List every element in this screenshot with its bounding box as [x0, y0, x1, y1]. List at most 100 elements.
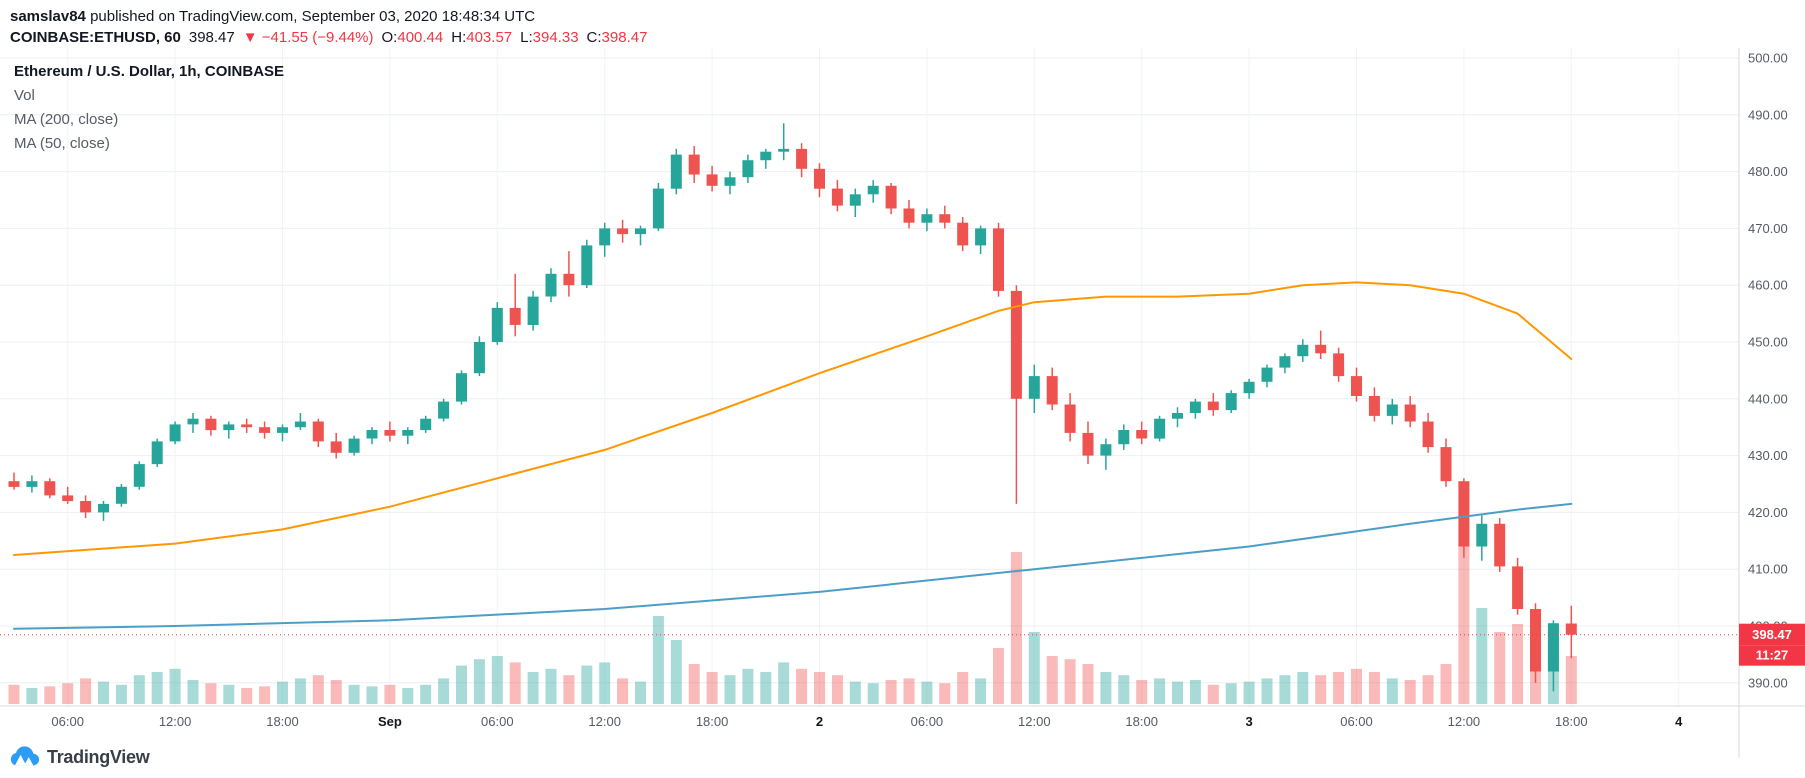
candle-body: [1386, 404, 1398, 416]
volume-bar: [241, 688, 253, 704]
candle-body: [599, 228, 611, 246]
volume-bar: [402, 688, 414, 704]
candle-body: [26, 481, 38, 487]
volume-bar: [617, 678, 629, 704]
candle-body: [1494, 523, 1506, 567]
ohlc-low-value: 394.33: [532, 29, 579, 46]
volume-bar: [867, 683, 879, 704]
volume-bar: [742, 668, 754, 704]
time-tick-label: 12:00: [588, 714, 621, 729]
time-tick-label: 4: [1675, 714, 1683, 729]
candle-body: [1368, 396, 1380, 416]
time-tick-label: 06:00: [1340, 714, 1373, 729]
volume-bar: [975, 678, 987, 704]
volume-bar: [1207, 684, 1219, 704]
candle-body: [867, 185, 879, 195]
volume-bar: [545, 668, 557, 704]
volume-bar: [98, 681, 109, 704]
candle-body: [1279, 356, 1291, 368]
candle-body: [420, 418, 432, 431]
ohlc-high-label: H:: [451, 29, 467, 46]
volume-bar: [1189, 680, 1201, 704]
volume-bar: [491, 656, 503, 704]
volume-bar: [1225, 683, 1237, 704]
candle-body: [831, 188, 843, 206]
candle-body: [187, 418, 199, 425]
volume-bar: [348, 684, 360, 704]
volume-bar: [384, 684, 396, 704]
candle-body: [384, 430, 396, 436]
volume-bar: [169, 668, 181, 704]
volume-bar: [527, 672, 539, 704]
price-tick-label: 470.00: [1748, 221, 1788, 236]
candle-body: [205, 418, 217, 431]
volume-bar: [778, 662, 790, 704]
price-tick-label: 440.00: [1748, 391, 1788, 406]
volume-bar: [1440, 664, 1452, 704]
candle-body: [151, 441, 163, 465]
volume-bar: [1368, 672, 1380, 704]
volume-bar: [814, 672, 825, 704]
volume-bar: [1297, 672, 1309, 704]
volume-bar: [581, 665, 593, 704]
tradingview-logo[interactable]: TradingView: [10, 744, 150, 770]
candle-body: [1136, 430, 1148, 439]
time-tick-label: 12:00: [1018, 714, 1051, 729]
candle-body: [312, 421, 324, 442]
legend-vol: Vol: [14, 87, 35, 104]
volume-bar: [706, 672, 718, 704]
time-axis[interactable]: 06:00 12:00 18:00 Sep 06:00 12:00 18:00 2 06:00 1…: [0, 705, 1805, 729]
candle-body: [1010, 290, 1022, 399]
candle-body: [259, 427, 271, 433]
volume-bar: [993, 648, 1004, 704]
candle-body: [1154, 418, 1166, 439]
candle-body: [993, 228, 1004, 291]
candle-body: [1064, 404, 1076, 433]
volume-bar: [688, 664, 700, 704]
candle-body: [169, 424, 181, 442]
candle-body: [1082, 432, 1094, 456]
candlestick-chart[interactable]: 500.00 490.00 480.00 470.00 460.00 450.00 440.…: [0, 48, 1805, 758]
candle-body: [1404, 404, 1416, 422]
volume-bar: [366, 686, 378, 704]
volume-bar: [294, 678, 306, 704]
volume-bar: [456, 665, 467, 704]
volume-bar: [115, 684, 127, 704]
volume-bar: [26, 688, 38, 704]
candle-body: [1565, 623, 1577, 635]
candle-body: [527, 296, 539, 325]
candle-body: [1315, 344, 1327, 354]
volume-bar: [1565, 656, 1577, 704]
volume-bar: [1494, 632, 1506, 704]
symbol-interval: COINBASE:ETHUSD, 60: [10, 29, 181, 46]
time-tick-label: 06:00: [911, 714, 944, 729]
price-tick-label: 430.00: [1748, 448, 1788, 463]
time-tick-label: 18:00: [266, 714, 299, 729]
candle-body: [921, 214, 933, 223]
chart-legend: Ethereum / U.S. Dollar, 1h, COINBASE Vol…: [14, 60, 284, 156]
ma50-line: [13, 281, 1573, 556]
last-price-text: 398.47: [188, 29, 235, 46]
candle-body: [1118, 430, 1130, 445]
time-tick-label: Sep: [378, 714, 402, 729]
candle-body: [1243, 381, 1255, 394]
volume-bar: [724, 675, 736, 704]
author-name: samslav84: [10, 8, 86, 25]
volume-bar: [80, 678, 92, 704]
volume-bar: [599, 662, 611, 704]
volume-bar: [1046, 656, 1058, 704]
ohlc-close-value: 398.47: [601, 29, 648, 46]
ohlc-open-label: O:: [381, 29, 398, 46]
candle-body: [617, 228, 629, 235]
volume-bar: [259, 686, 271, 704]
candles-layer: [8, 123, 1577, 692]
volume-bar: [831, 675, 843, 704]
time-tick-label: 12:00: [1448, 714, 1481, 729]
volume-bar: [330, 680, 342, 704]
price-tick-label: 460.00: [1748, 278, 1788, 293]
price-tick-label: 500.00: [1748, 51, 1788, 66]
price-axis[interactable]: 500.00 490.00 480.00 470.00 460.00 450.00 440.…: [1738, 48, 1805, 758]
candle-body: [223, 424, 235, 431]
volume-bar: [1404, 680, 1416, 704]
volume-bar: [1458, 544, 1470, 704]
